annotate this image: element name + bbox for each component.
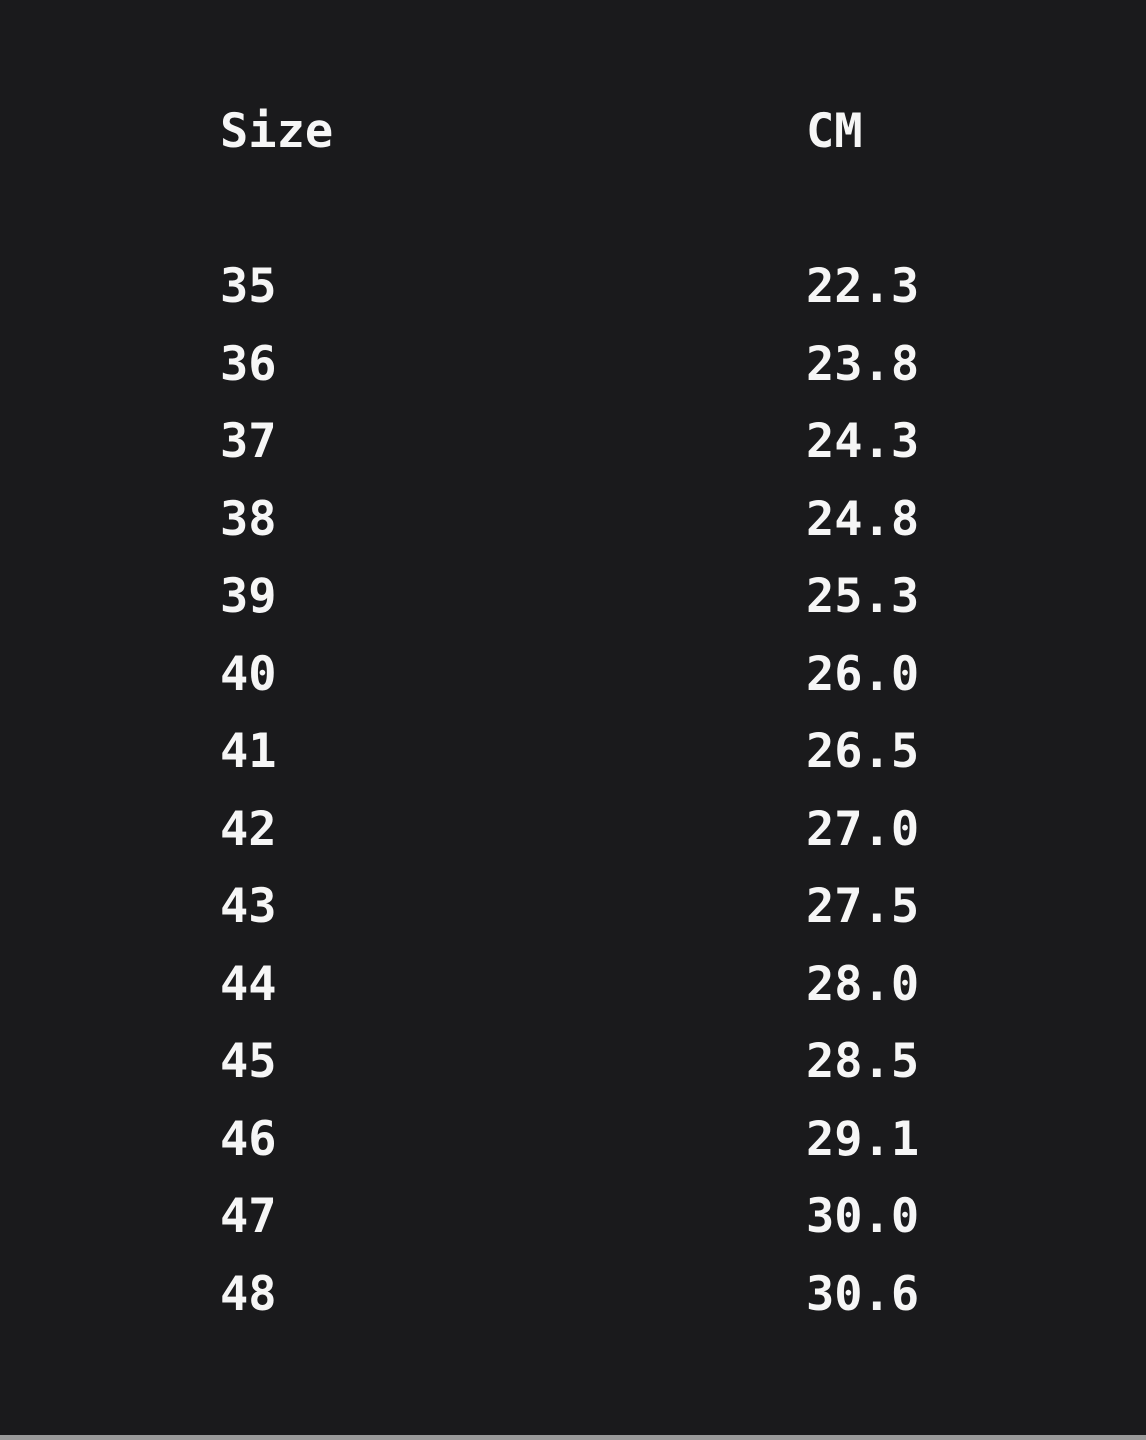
table-row: 37 24.3	[220, 403, 1146, 481]
size-cell: 46	[220, 1111, 277, 1167]
table-row: 48 30.6	[220, 1256, 1146, 1334]
table-row: 38 24.8	[220, 481, 1146, 559]
size-cell: 36	[220, 336, 277, 392]
cm-cell: 29.1	[806, 1111, 920, 1167]
size-cell: 42	[220, 801, 277, 857]
cm-cell: 23.8	[806, 336, 920, 392]
cm-cell: 22.3	[806, 259, 920, 315]
table-row: 46 29.1	[220, 1101, 1146, 1179]
cm-column-header: CM	[806, 104, 863, 160]
size-cell: 35	[220, 259, 277, 315]
size-chart-header-row: Size CM	[220, 93, 1146, 171]
cm-cell: 26.0	[806, 646, 920, 702]
table-row: 36 23.8	[220, 326, 1146, 404]
table-row: 42 27.0	[220, 791, 1146, 869]
table-row: 47 30.0	[220, 1178, 1146, 1256]
size-cell: 48	[220, 1266, 277, 1322]
size-cell: 45	[220, 1034, 277, 1090]
table-row: 41 26.5	[220, 713, 1146, 791]
header-spacer	[220, 171, 1146, 249]
cm-cell: 30.6	[806, 1266, 920, 1322]
cm-cell: 27.5	[806, 879, 920, 935]
size-cell: 44	[220, 956, 277, 1012]
size-cell: 41	[220, 724, 277, 780]
cm-cell: 30.0	[806, 1189, 920, 1245]
size-column-header: Size	[220, 104, 334, 160]
table-row: 44 28.0	[220, 946, 1146, 1024]
cm-cell: 28.0	[806, 956, 920, 1012]
size-cell: 37	[220, 414, 277, 470]
size-cell: 38	[220, 491, 277, 547]
table-row: 45 28.5	[220, 1023, 1146, 1101]
size-chart-table: Size CM 35 22.3 36 23.8 37 24.3 38 24.8 39 25.3 40…	[220, 93, 1146, 1333]
cm-cell: 26.5	[806, 724, 920, 780]
table-row: 40 26.0	[220, 636, 1146, 714]
horizontal-scrollbar[interactable]	[0, 1435, 1146, 1440]
size-chart-rows: 35 22.3 36 23.8 37 24.3 38 24.8 39 25.3 40 26.0 41 26…	[220, 248, 1146, 1333]
size-cell: 39	[220, 569, 277, 625]
cm-cell: 28.5	[806, 1034, 920, 1090]
table-row: 43 27.5	[220, 868, 1146, 946]
table-row: 35 22.3	[220, 248, 1146, 326]
size-cell: 43	[220, 879, 277, 935]
cm-cell: 27.0	[806, 801, 920, 857]
cm-cell: 25.3	[806, 569, 920, 625]
cm-cell: 24.8	[806, 491, 920, 547]
size-cell: 40	[220, 646, 277, 702]
table-row: 39 25.3	[220, 558, 1146, 636]
size-cell: 47	[220, 1189, 277, 1245]
cm-cell: 24.3	[806, 414, 920, 470]
